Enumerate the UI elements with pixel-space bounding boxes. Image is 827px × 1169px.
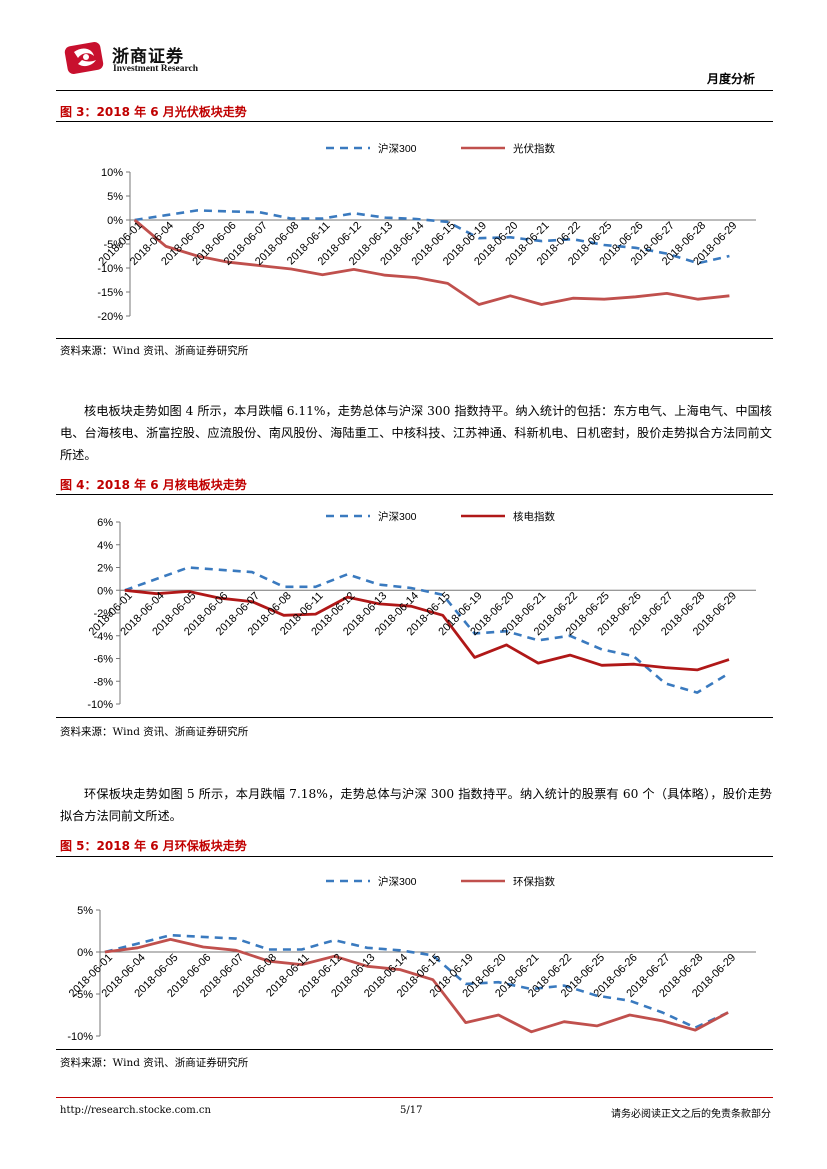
figure-3-title: 图 3：2018 年 6 月光伏板块走势 [60, 105, 247, 119]
figure-5-top-rule [56, 856, 773, 857]
figure-4-bottom-rule [56, 717, 773, 718]
figure-5-bottom-rule [56, 1049, 773, 1050]
figure-3-source: 资料来源：Wind 资讯、浙商证券研究所 [60, 345, 249, 357]
y-tick-label: -4% [93, 631, 113, 643]
y-tick-label: -10% [87, 699, 113, 711]
y-tick-label: 5% [107, 191, 123, 203]
figure-5-source: 资料来源：Wind 资讯、浙商证券研究所 [60, 1057, 249, 1069]
page-number: 5/17 [400, 1105, 423, 1116]
legend-label: 环保指数 [513, 875, 555, 888]
legend-label: 核电指数 [513, 510, 555, 523]
nuclear-paragraph: 核电板块走势如图 4 所示，本月跌幅 6.11%，走势总体与沪深 300 指数持… [60, 404, 772, 462]
y-tick-label: -6% [93, 654, 113, 666]
y-tick-label: 0% [97, 585, 113, 597]
figure-4-source: 资料来源：Wind 资讯、浙商证券研究所 [60, 726, 249, 738]
report-type: 月度分析 [706, 72, 755, 86]
legend-label: 沪深300 [378, 510, 417, 523]
y-tick-label: 0% [107, 215, 123, 227]
series-line-sector [104, 938, 729, 1034]
company-name-english: Investment Research [113, 64, 199, 74]
y-tick-label: -15% [97, 287, 123, 299]
y-tick-label: -10% [67, 1031, 93, 1043]
footer-rule [56, 1097, 773, 1098]
y-tick-label: 10% [101, 167, 123, 179]
legend-label: 沪深300 [378, 875, 417, 888]
y-tick-label: 2% [97, 563, 113, 575]
company-name: 浙商证券 [112, 47, 184, 67]
figure-4-title: 图 4：2018 年 6 月核电板块走势 [60, 478, 247, 492]
y-tick-label: 6% [97, 517, 113, 529]
pv-chart: 10%5%0%-5%-10%-15%-20%2018-06-012018-06-… [97, 142, 756, 323]
figure-4-top-rule [56, 494, 773, 495]
env-chart: 5%0%-5%-10%2018-06-012018-06-042018-06-0… [67, 875, 756, 1043]
y-tick-label: -10% [97, 263, 123, 275]
legend-label: 光伏指数 [513, 142, 555, 155]
env-paragraph: 环保板块走势如图 5 所示，本月跌幅 7.18%，走势总体与沪深 300 指数持… [60, 787, 772, 823]
y-tick-label: -20% [97, 311, 123, 323]
y-tick-label: 0% [77, 947, 93, 959]
series-line-sector [133, 218, 730, 306]
series-line-hs300 [104, 933, 729, 1029]
y-tick-label: 5% [77, 905, 93, 917]
series-line-hs300 [124, 566, 730, 694]
y-tick-label: -5% [103, 239, 123, 251]
figure-3-bottom-rule [56, 338, 773, 339]
footer-url[interactable]: http://research.stocke.com.cn [60, 1105, 211, 1116]
company-logo-mark [64, 42, 104, 74]
figure-5-title: 图 5：2018 年 6 月环保板块走势 [60, 839, 247, 853]
disclaimer-note: 请务必阅读正文之后的免责条款部分 [611, 1109, 771, 1120]
nuclear-chart: 6%4%2%0%-2%-4%-6%-8%-10%2018-06-012018-0… [87, 510, 756, 711]
series-line-sector [124, 588, 730, 672]
y-tick-label: -2% [93, 608, 113, 620]
y-tick-label: 4% [97, 540, 113, 552]
y-tick-label: -8% [93, 676, 113, 688]
series-line-hs300 [134, 209, 730, 265]
legend-label: 沪深300 [378, 142, 417, 155]
y-tick-label: -5% [73, 989, 93, 1001]
header-rule [56, 90, 773, 91]
figure-3-top-rule [56, 121, 773, 122]
